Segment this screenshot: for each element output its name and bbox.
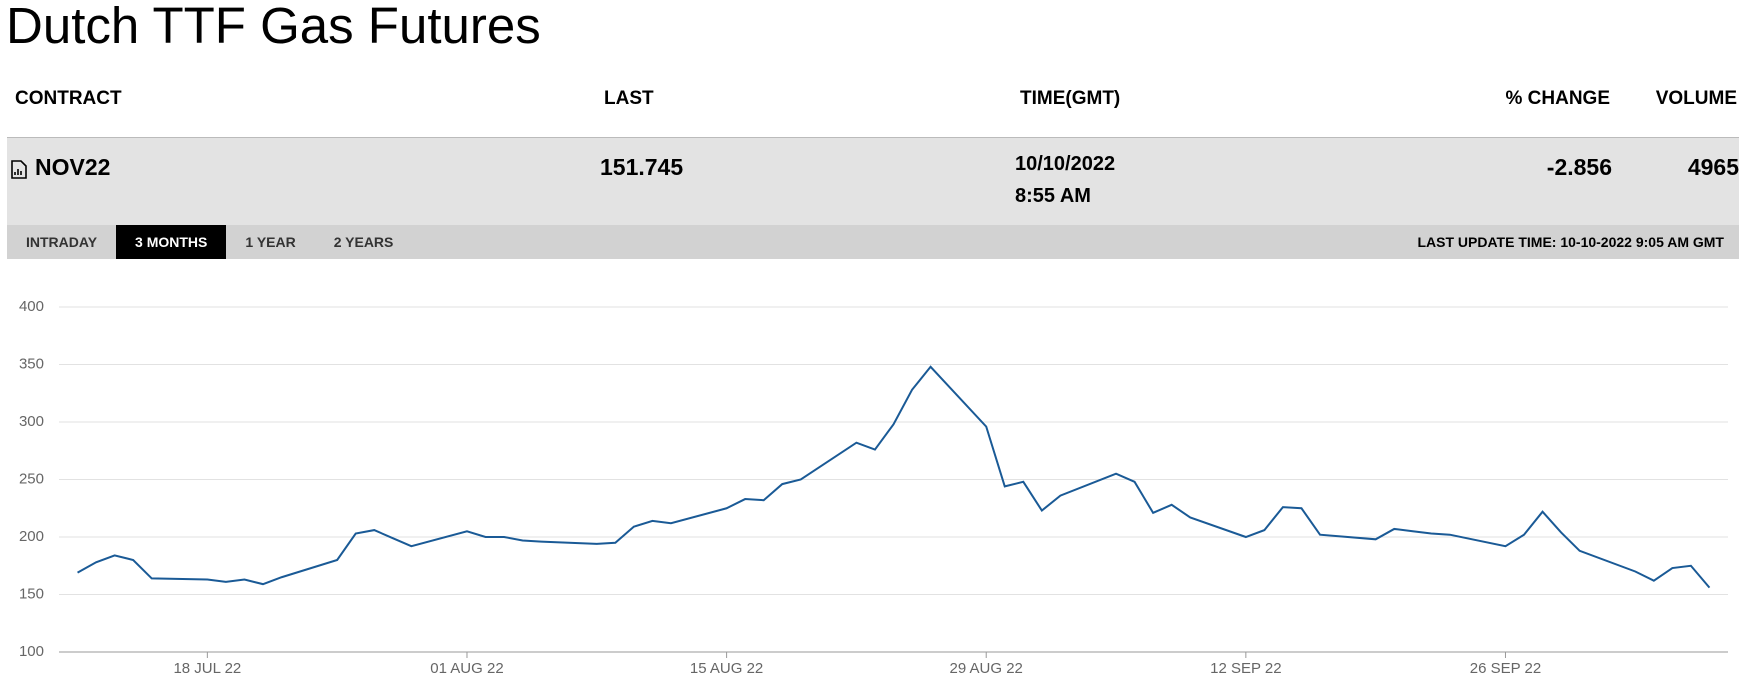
y-tick-label: 100 (19, 643, 44, 660)
table-row (7, 137, 1739, 226)
change: -2.856 (1546, 154, 1612, 180)
x-tick-label: 15 AUG 22 (690, 660, 763, 677)
column-header: % CHANGE (1505, 88, 1610, 109)
tab-bar: INTRADAY 3 MONTHS 1 YEAR 2 YEARS (7, 225, 1739, 259)
y-tick-label: 200 (19, 528, 44, 545)
x-tick-label: 26 SEP 22 (1470, 660, 1541, 677)
file-icon (11, 160, 27, 179)
x-tick-label: 12 SEP 22 (1210, 660, 1281, 677)
time: 8:55 AM (1015, 185, 1091, 207)
x-tick-label: 18 JUL 22 (173, 660, 241, 677)
column-header: LAST (604, 88, 654, 109)
tab[interactable]: 2 YEARS (333, 234, 394, 250)
line (77, 365, 1711, 589)
y-tick-label: 250 (19, 470, 44, 487)
y-tick-label: 300 (19, 413, 44, 430)
y-tick-label: 150 (19, 585, 44, 602)
x-tick-label: 29 AUG 22 (950, 660, 1023, 677)
tab[interactable]: INTRADAY (26, 234, 98, 250)
column-header: TIME(GMT) (1020, 88, 1121, 109)
tab[interactable]: 1 YEAR (245, 234, 296, 250)
date: 10/10/2022 (1015, 153, 1116, 175)
volume: 4965 (1687, 154, 1739, 180)
column-header: VOLUME (1655, 88, 1737, 109)
column-header: CONTRACT (15, 88, 122, 109)
tab[interactable]: 3 MONTHS (116, 225, 227, 259)
x-tick-label: 01 AUG 22 (430, 660, 503, 677)
page-title: Dutch TTF Gas Futures (6, 0, 541, 54)
y-tick-label: 350 (19, 355, 44, 372)
last-update: LAST UPDATE TIME: 10-10-2022 9:05 AM GMT (1417, 234, 1724, 250)
contract[interactable]: NOV22 (35, 154, 111, 180)
last: 151.745 (600, 154, 684, 180)
y-tick-label: 400 (19, 298, 44, 315)
